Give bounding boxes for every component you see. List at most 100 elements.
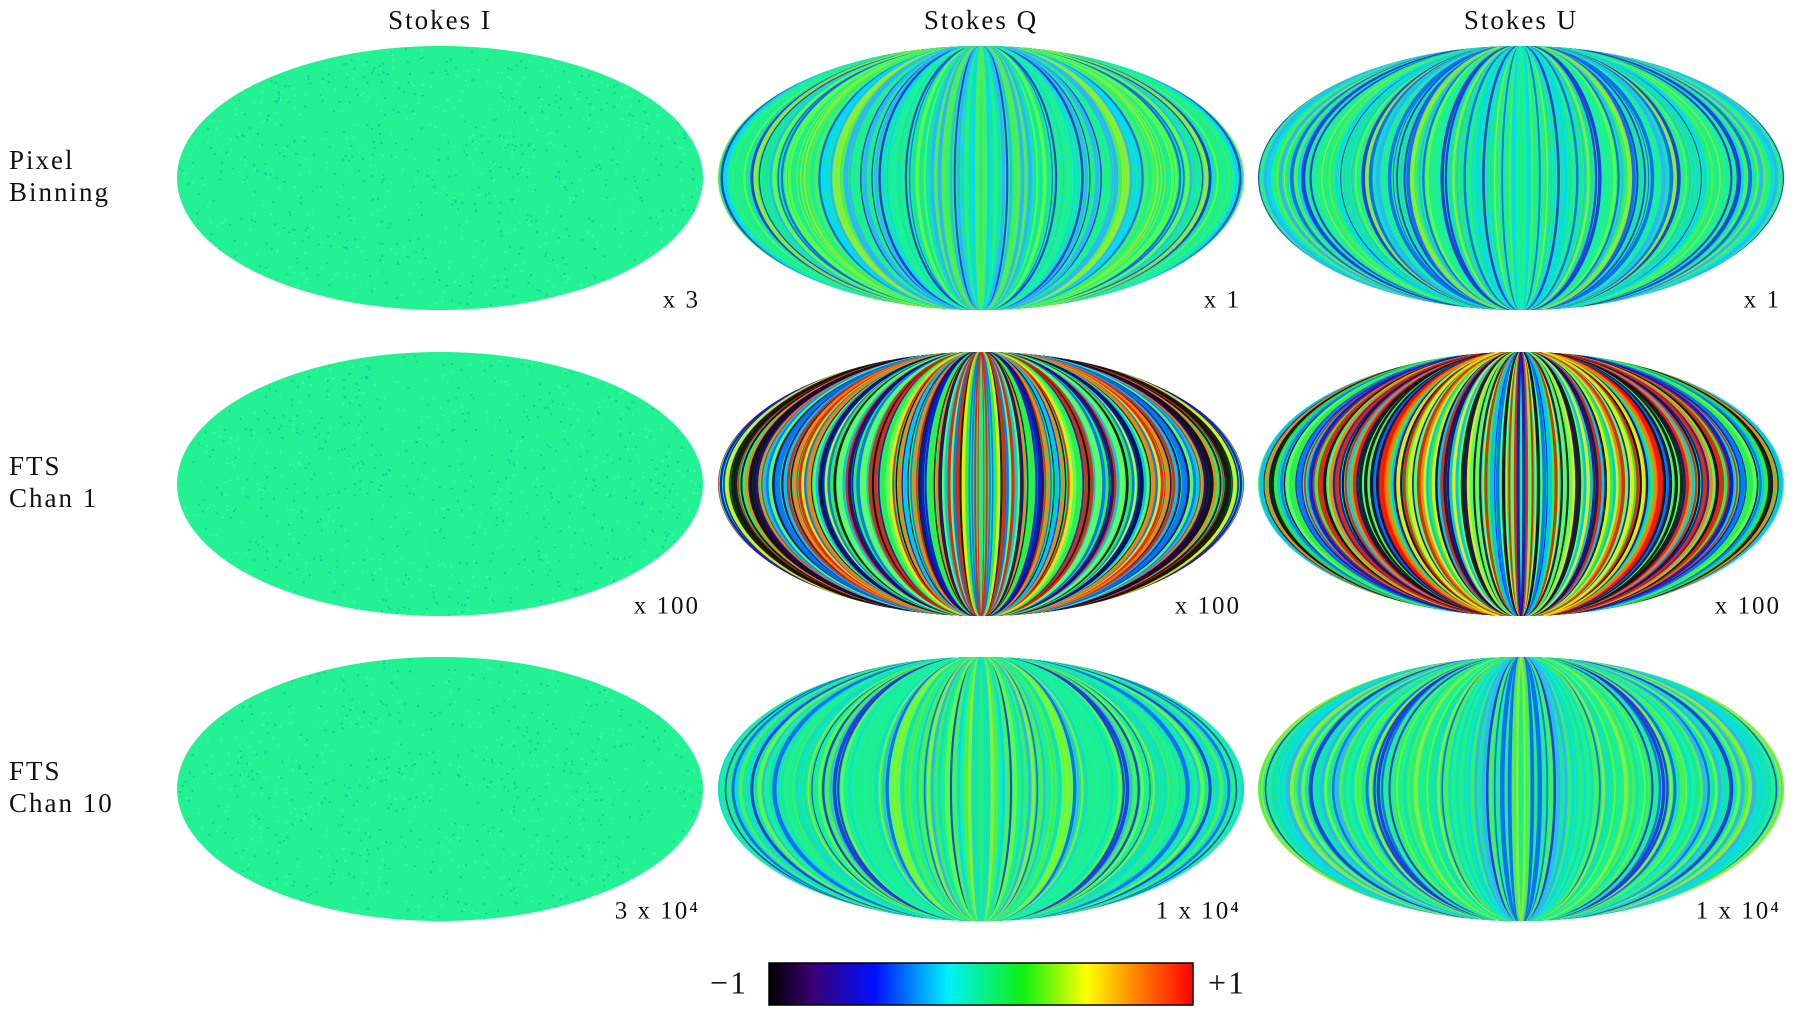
noise <box>309 82 312 85</box>
noise <box>629 555 632 558</box>
meridian <box>933 352 1029 616</box>
noise <box>497 480 500 483</box>
noise <box>660 145 663 148</box>
noise <box>366 766 369 769</box>
noise <box>568 235 571 238</box>
noise <box>406 530 409 533</box>
noise <box>295 759 298 762</box>
noise <box>448 678 451 681</box>
noise <box>512 810 515 813</box>
noise <box>589 384 592 387</box>
noise <box>466 823 469 826</box>
noise <box>319 795 322 798</box>
noise <box>321 448 324 451</box>
noise <box>272 497 275 500</box>
noise <box>649 479 652 482</box>
noise <box>358 468 361 471</box>
meridian <box>1460 352 1582 616</box>
noise <box>582 818 585 821</box>
noise <box>693 769 696 772</box>
meridian <box>1505 352 1537 616</box>
noise <box>359 480 362 483</box>
colorbar-min: −1 <box>710 964 748 1000</box>
noise <box>584 267 587 270</box>
meridian <box>783 352 1179 616</box>
meridian <box>1406 46 1636 310</box>
noise <box>623 254 626 257</box>
noise <box>339 232 342 235</box>
noise <box>328 394 331 397</box>
noise <box>407 81 410 84</box>
noise <box>579 495 582 498</box>
noise <box>345 714 348 717</box>
meridian <box>800 657 1162 921</box>
meridian <box>1293 46 1749 310</box>
meridian <box>915 46 1047 310</box>
noise <box>347 159 350 162</box>
meridian <box>801 352 1161 616</box>
noise <box>613 745 616 748</box>
noise <box>462 826 465 829</box>
noise <box>208 201 211 204</box>
noise <box>299 113 302 116</box>
noise <box>335 711 338 714</box>
meridian <box>1339 657 1703 921</box>
noise <box>327 435 330 438</box>
noise <box>372 69 375 72</box>
noise <box>235 250 238 253</box>
noise <box>256 483 259 486</box>
meridian <box>836 46 1126 310</box>
noise <box>425 444 428 447</box>
noise <box>299 451 302 454</box>
noise <box>489 170 492 173</box>
noise <box>546 293 549 296</box>
meridian <box>1362 657 1680 921</box>
noise <box>291 706 294 709</box>
noise <box>312 765 315 768</box>
noise <box>405 900 408 903</box>
noise <box>457 611 460 614</box>
noise <box>390 681 393 684</box>
noise <box>506 379 509 382</box>
meridian <box>727 46 1235 310</box>
noise <box>311 780 314 783</box>
noise <box>377 209 380 212</box>
meridian <box>1510 352 1532 616</box>
noise <box>439 63 442 66</box>
noise <box>395 243 398 246</box>
noise <box>371 290 374 293</box>
noise <box>471 51 474 54</box>
noise <box>635 186 638 189</box>
noise <box>642 168 645 171</box>
noise <box>250 809 253 812</box>
noise <box>586 484 589 487</box>
noise <box>234 108 237 111</box>
noise <box>310 813 313 816</box>
noise <box>385 50 388 53</box>
noise <box>531 807 534 810</box>
noise <box>585 477 588 480</box>
noise <box>420 59 423 62</box>
noise <box>371 128 374 131</box>
noise <box>596 240 599 243</box>
noise <box>344 794 347 797</box>
noise <box>663 537 666 540</box>
noise <box>216 512 219 515</box>
noise <box>527 418 530 421</box>
noise <box>402 439 405 442</box>
noise <box>222 440 225 443</box>
noise <box>251 219 254 222</box>
noise <box>569 822 572 825</box>
noise <box>382 702 385 705</box>
noise <box>365 365 368 368</box>
map-background <box>177 657 703 921</box>
noise <box>700 780 703 783</box>
meridian <box>885 352 1077 616</box>
noise <box>663 473 666 476</box>
noise <box>305 772 308 775</box>
noise <box>457 469 460 472</box>
meridian <box>803 352 1159 616</box>
noise <box>185 797 188 800</box>
noise <box>240 111 243 114</box>
meridian <box>794 657 1168 921</box>
